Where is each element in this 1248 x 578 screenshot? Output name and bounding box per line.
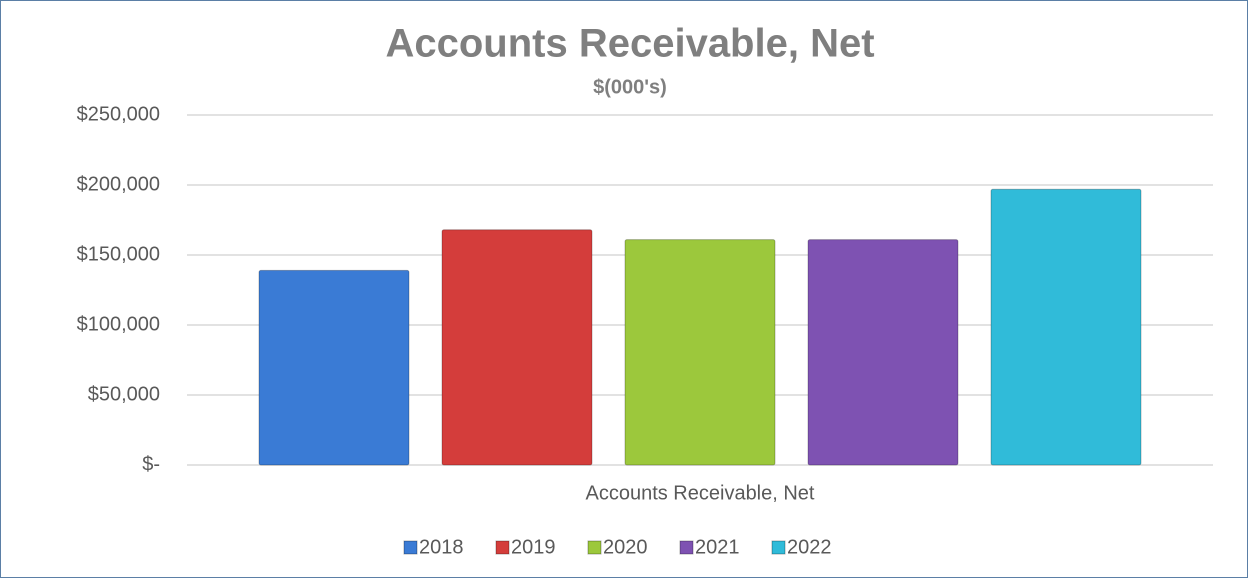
legend-swatch (679, 540, 694, 555)
y-tick-label: $250,000 (77, 103, 160, 125)
y-tick-label: $100,000 (77, 313, 160, 335)
legend-label: 2019 (511, 536, 556, 558)
legend-swatch (587, 540, 602, 555)
bar (441, 229, 593, 466)
legend-label: 2022 (787, 536, 832, 558)
y-tick-label: $50,000 (88, 383, 160, 405)
legend-swatch (771, 540, 786, 555)
y-tick-label: $- (142, 453, 160, 475)
bar (990, 188, 1142, 466)
bar (807, 239, 959, 466)
x-tick-label: Accounts Receivable, Net (585, 482, 814, 504)
bar (624, 239, 776, 466)
y-tick-label: $200,000 (77, 173, 160, 195)
y-tick-label: $150,000 (77, 243, 160, 265)
chart-subtitle: $(000's) (593, 76, 667, 98)
chart-title: Accounts Receivable, Net (385, 22, 874, 66)
legend-label: 2021 (695, 536, 740, 558)
legend-swatch (495, 540, 510, 555)
legend-label: 2018 (419, 536, 464, 558)
legend-swatch (403, 540, 418, 555)
bar (258, 269, 410, 466)
legend-label: 2020 (603, 536, 648, 558)
